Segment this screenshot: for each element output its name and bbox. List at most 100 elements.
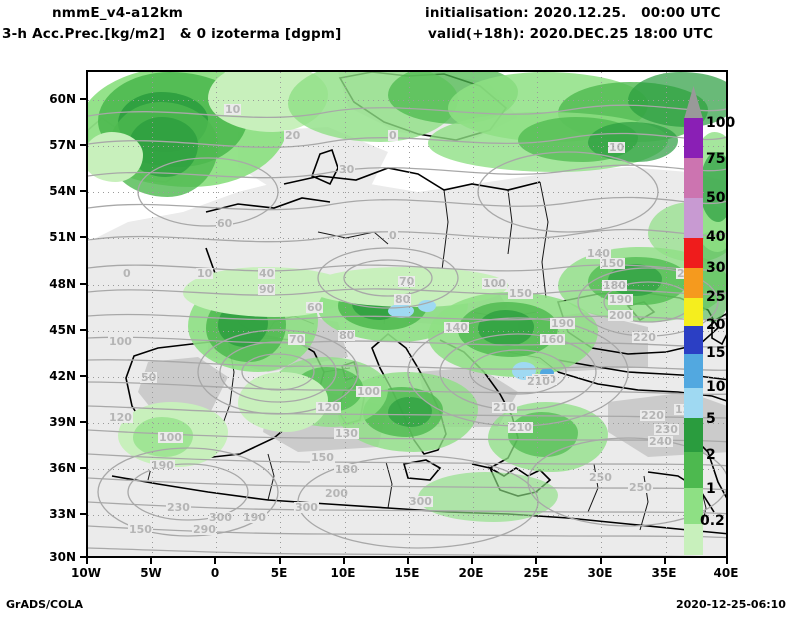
contour-label: 150 (508, 287, 533, 300)
contour-label: 100 (482, 277, 507, 290)
contour-label: 290 (192, 523, 217, 536)
contour-label: 250 (588, 472, 613, 483)
colorbar-tick-label: 50 (706, 190, 726, 206)
contour-label: 210 (526, 375, 551, 388)
contour-label: 60 (306, 301, 324, 314)
x-axis-label: 15E (394, 566, 420, 580)
contour-label: 250 (628, 481, 653, 494)
contour-label: 140 (586, 247, 611, 260)
x-axis-label: 10E (330, 566, 356, 580)
contour-label: 150 (310, 451, 335, 464)
y-axis-label: 30N (49, 550, 76, 564)
colorbar-segment-50-75 (684, 198, 703, 238)
colorbar-tick-label: 10 (706, 379, 726, 395)
contour-label: 70 (398, 275, 416, 288)
map-plot-area: 10 20 0 10 30 20 60 0 10 40 100 50 120 1… (86, 70, 728, 558)
contour-label: 130 (334, 427, 359, 440)
contour-label: 300 (208, 511, 233, 524)
colorbar-tick-label: 100 (706, 115, 736, 131)
colorbar-segment-15-20 (684, 354, 703, 388)
colorbar-tick-label: 25 (706, 289, 726, 305)
contour-label: 120 (108, 411, 133, 424)
colorbar-tick-label: 20 (706, 317, 726, 333)
y-axis-label: 51N (49, 230, 76, 244)
contour-label: 80 (394, 293, 412, 306)
x-axis-label: 0 (210, 566, 220, 580)
contour-label: 210 (492, 401, 517, 414)
y-axis-label: 42N (49, 369, 76, 383)
model-name-label: nmmE_v4-a12km (52, 5, 184, 21)
contour-label: 100 (158, 431, 183, 444)
colorbar-segment-5-10 (684, 418, 703, 452)
colorbar-tick-label: 1 (706, 481, 716, 497)
y-axis-label: 36N (49, 461, 76, 475)
x-axis-label: 20E (458, 566, 484, 580)
field-description-label: 3-h Acc.Prec.[kg/m2] & 0 izoterma [dgpm] (2, 26, 342, 42)
contour-label: 160 (540, 333, 565, 346)
contour-label: 210 (508, 421, 533, 434)
contour-label: 300 (294, 501, 319, 514)
colorbar-overflow-arrow (684, 86, 703, 119)
contour-label: 140 (444, 321, 469, 334)
contour-label: 80 (338, 329, 356, 342)
colorbar[interactable] (684, 118, 703, 555)
contour-label: 70 (288, 333, 306, 346)
contour-label: 240 (648, 435, 673, 448)
contour-label: 100 (356, 385, 381, 398)
contour-label: 190 (242, 511, 267, 524)
contour-label: 200 (608, 309, 633, 322)
x-axis-label: 35E (651, 566, 677, 580)
contour-label: 230 (166, 501, 191, 514)
colorbar-tick-label: 2 (706, 447, 716, 463)
contour-label: 20 (284, 129, 302, 142)
contour-label: 60 (216, 217, 234, 230)
y-axis-label: 60N (49, 92, 76, 106)
contour-label: 0 (388, 229, 398, 242)
contour-label: 40 (258, 267, 276, 280)
contour-label: 10 (196, 267, 214, 280)
colorbar-segment-1-2 (684, 488, 703, 524)
colorbar-segment-75-100 (684, 158, 703, 198)
contour-label: 0 (122, 267, 132, 280)
contour-label: 120 (316, 401, 341, 414)
x-axis-label: 5W (140, 566, 162, 580)
y-axis-label: 45N (49, 323, 76, 337)
contour-label: 300 (408, 495, 433, 508)
contour-label: 190 (150, 459, 175, 472)
y-axis-label: 54N (49, 184, 76, 198)
map-canvas: 10 20 0 10 30 20 60 0 10 40 100 50 120 1… (88, 72, 726, 556)
footer-timestamp-label: 2020-12-25-06:10 (676, 598, 786, 611)
colorbar-segment-20-25 (684, 326, 703, 354)
contour-label: 90 (258, 283, 276, 296)
colorbar-tick-label: 5 (706, 411, 716, 427)
contour-label: 190 (550, 317, 575, 330)
contour-label: 190 (608, 293, 633, 306)
colorbar-segment-100plus (684, 118, 703, 158)
colorbar-tick-label: 75 (706, 151, 726, 167)
x-axis-label: 25E (523, 566, 549, 580)
colorbar-tick-label: 15 (706, 345, 726, 361)
colorbar-segment-30-40 (684, 268, 703, 298)
initialisation-time-label: initialisation: 2020.12.25. 00:00 UTC (425, 5, 721, 21)
x-axis-label: 40E (713, 566, 739, 580)
contour-label: 10 (608, 141, 626, 154)
contour-label: 150 (600, 257, 625, 270)
colorbar-tick-label: 30 (706, 260, 726, 276)
contour-label: 220 (632, 331, 657, 344)
footer-credit-label: GrADS/COLA (6, 598, 83, 611)
colorbar-segment-25-30 (684, 298, 703, 326)
x-axis-label: 10W (71, 566, 101, 580)
y-axis-label: 33N (49, 507, 76, 521)
y-axis-label: 39N (49, 415, 76, 429)
x-axis-label: 30E (587, 566, 613, 580)
y-axis-label: 48N (49, 277, 76, 291)
colorbar-segment-2-5 (684, 452, 703, 488)
contour-label: 220 (640, 409, 665, 422)
contour-label: 200 (324, 487, 349, 500)
x-axis-label: 5E (270, 566, 288, 580)
colorbar-segment-10-15 (684, 388, 703, 418)
contour-label: 0 (388, 129, 398, 142)
y-axis-label: 57N (49, 138, 76, 152)
colorbar-tick-label: 0.2 (700, 513, 725, 529)
colorbar-tick-label: 40 (706, 229, 726, 245)
